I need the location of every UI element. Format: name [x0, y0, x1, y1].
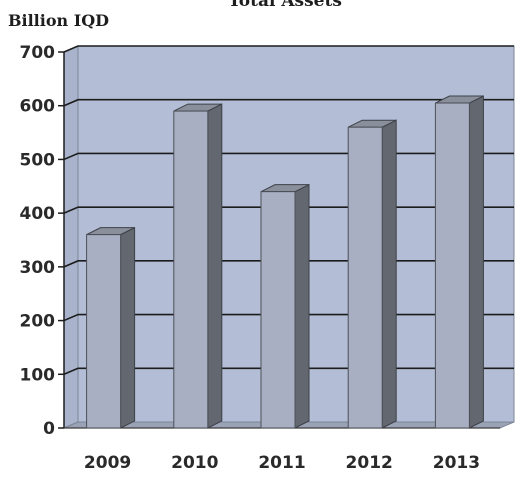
y-tick-label-100: 100 — [20, 365, 56, 385]
gridline-700 — [63, 45, 514, 53]
bar-front-2009 — [86, 234, 122, 429]
bar-front-2010 — [173, 110, 209, 429]
bar-side-2012 — [381, 119, 397, 429]
bar-front-2013 — [434, 102, 470, 429]
bar-side-2011 — [294, 183, 310, 429]
bar-side-2013 — [468, 95, 484, 429]
y-tick-label-500: 500 — [20, 150, 56, 170]
y-tick-label-400: 400 — [20, 204, 56, 224]
y-tick-label-0: 0 — [43, 419, 55, 439]
y-tick-label-300: 300 — [20, 258, 56, 278]
y-axis-unit-label: Billion IQD — [8, 11, 109, 30]
bar-2009 — [86, 226, 136, 429]
gridline-600 — [63, 98, 514, 107]
x-axis-labels: 2009 2010 2011 2012 2013 — [84, 453, 480, 473]
y-tick-label-600: 600 — [20, 97, 56, 117]
bar-2012 — [347, 119, 397, 429]
x-tick-label-2013: 2013 — [433, 453, 480, 473]
bar-2013 — [434, 95, 484, 429]
bar-front-2012 — [347, 126, 383, 429]
x-tick-label-2012: 2012 — [346, 453, 393, 473]
x-tick-label-2011: 2011 — [258, 453, 305, 473]
x-tick-label-2009: 2009 — [84, 453, 131, 473]
bar-side-2009 — [120, 226, 136, 429]
bar-2011 — [260, 183, 310, 429]
chart-title: Total Assets — [228, 0, 342, 11]
bar-side-2010 — [207, 103, 223, 429]
bars — [86, 95, 484, 429]
x-tick-label-2010: 2010 — [171, 453, 218, 473]
y-tick-label-200: 200 — [20, 312, 56, 332]
y-tick-label-700: 700 — [20, 43, 56, 63]
bar-front-2011 — [260, 191, 296, 429]
bar-2010 — [173, 103, 223, 429]
